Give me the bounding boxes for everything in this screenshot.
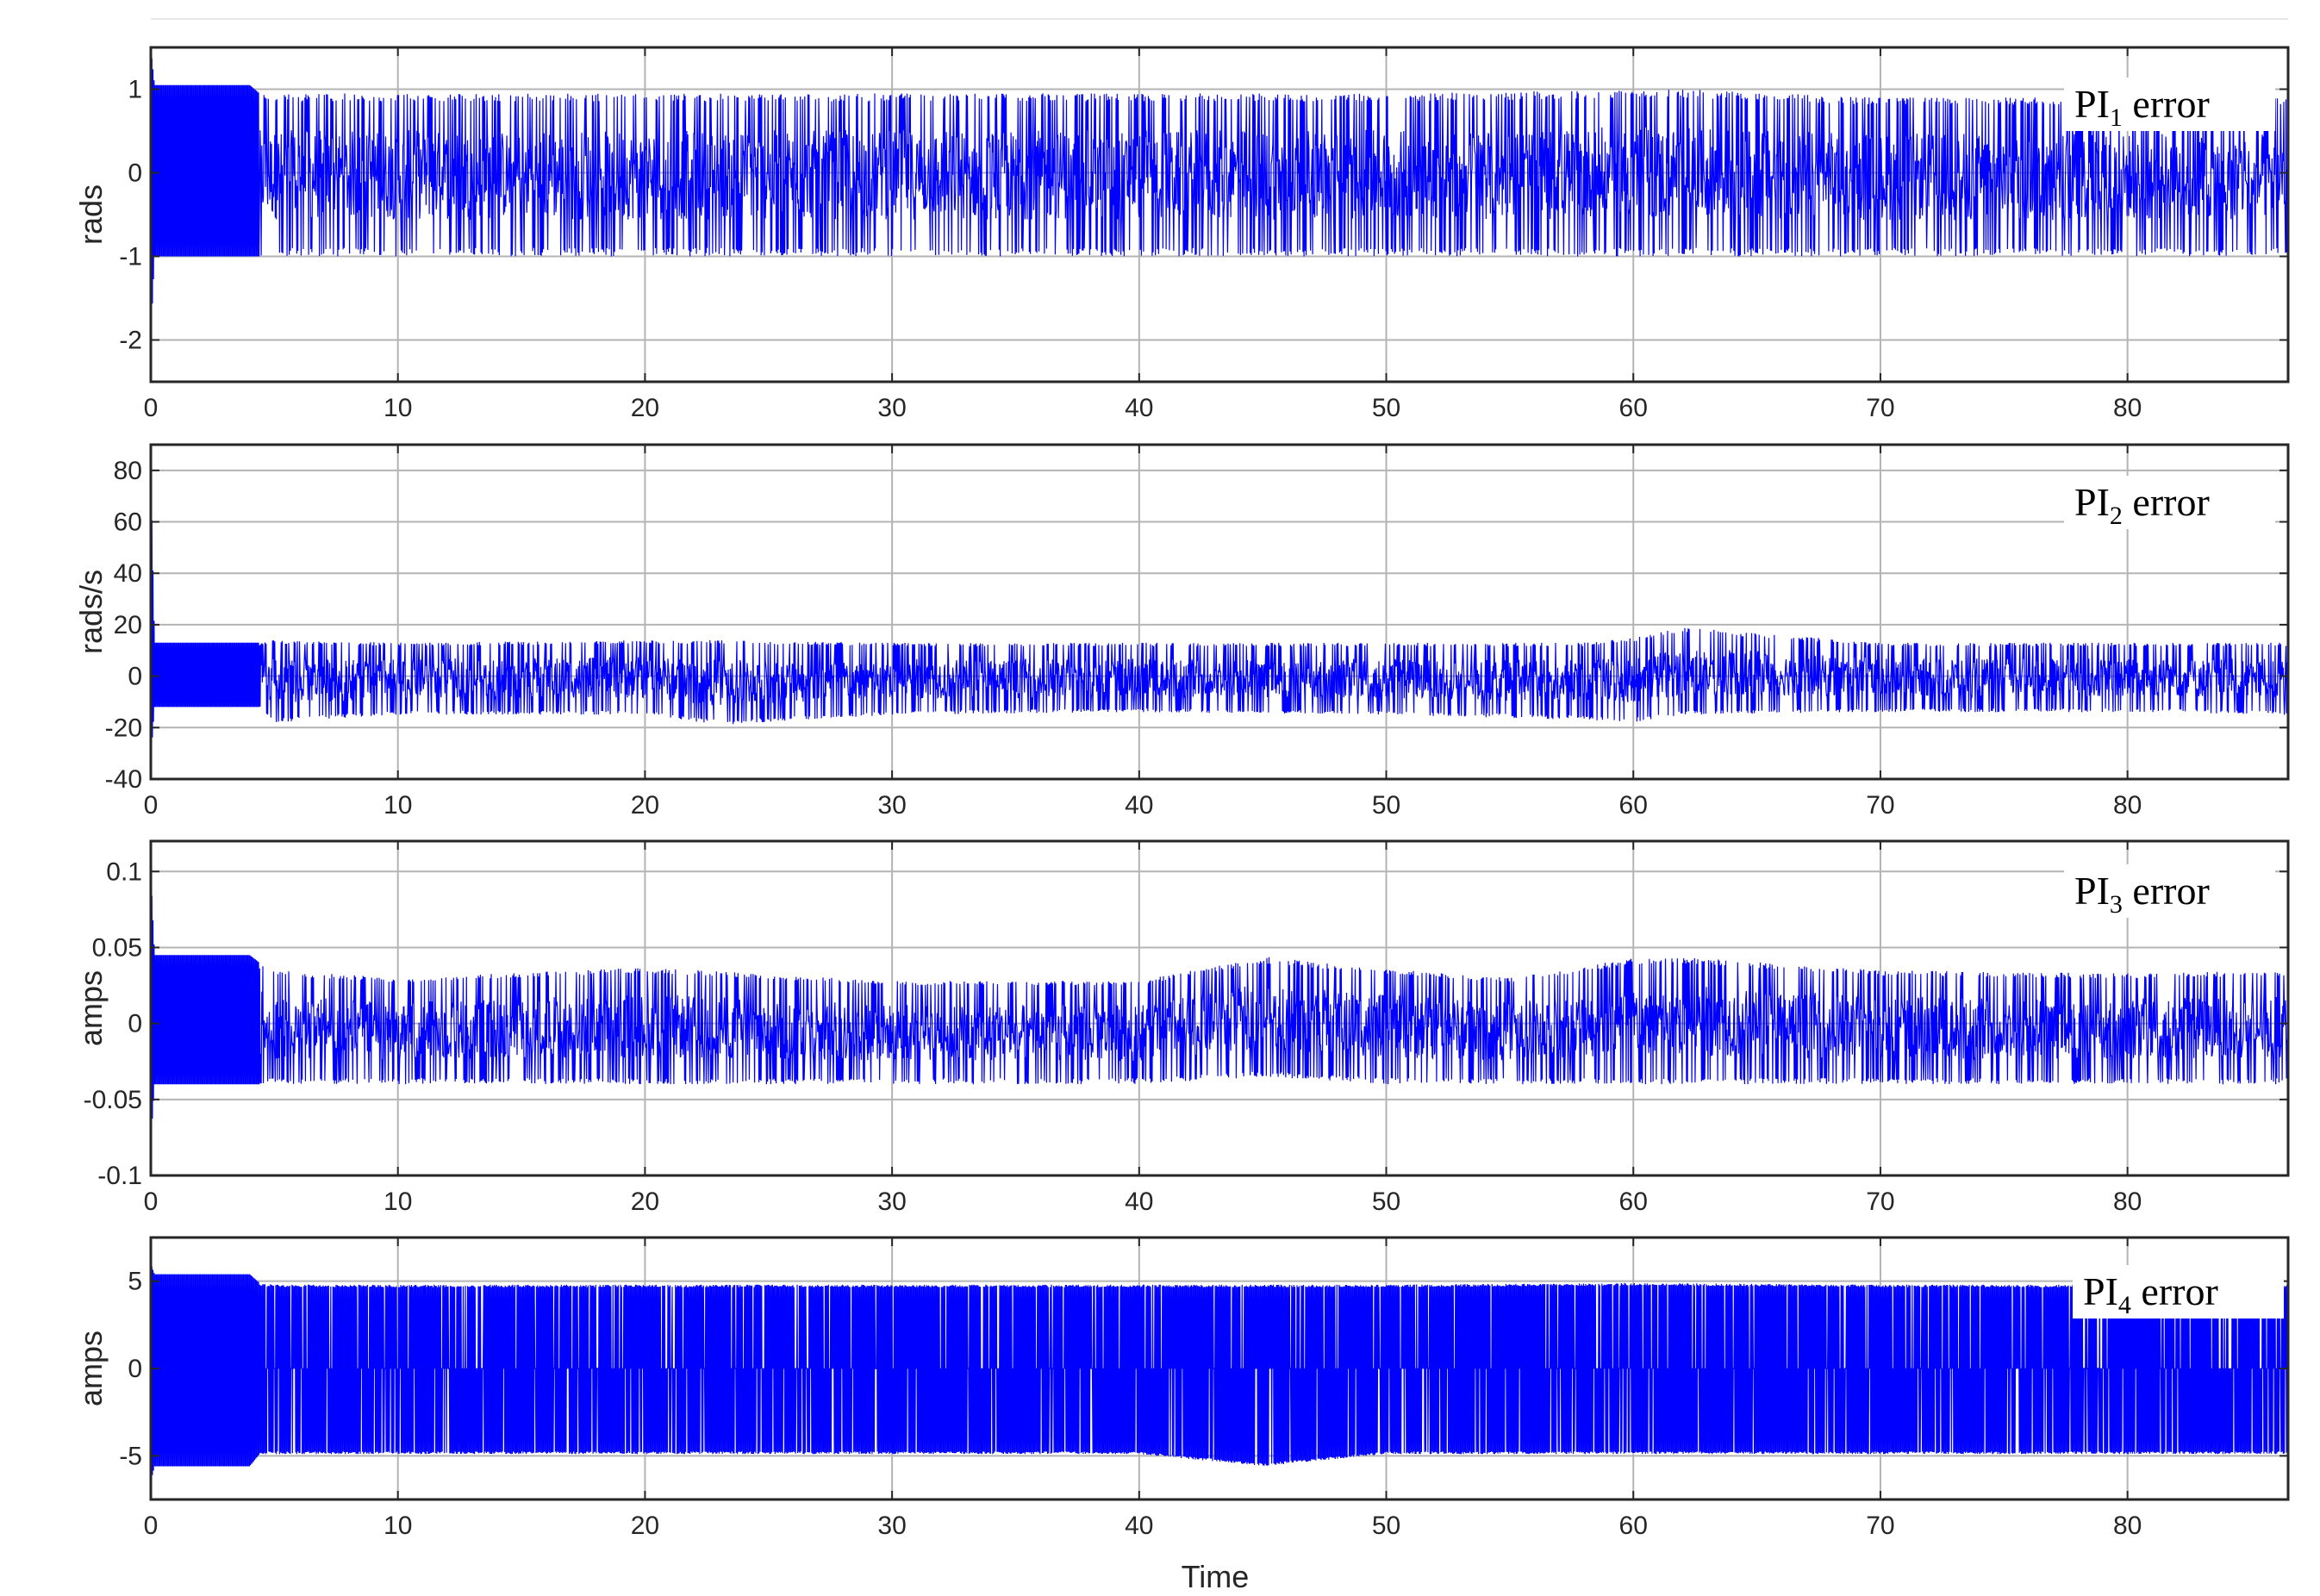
y-tick-label: -0.1: [97, 1162, 142, 1190]
error-signal-trace: [150, 1263, 2289, 1481]
x-tick-label: 30: [877, 1512, 906, 1540]
annotation-label: PI2 error: [2074, 480, 2210, 530]
x-tick-label: 10: [384, 791, 412, 820]
annotation-label: PI3 error: [2074, 869, 2210, 919]
x-tick-label: 10: [384, 1512, 412, 1540]
x-tick-label: 0: [144, 394, 159, 422]
x-tick-label: 30: [877, 791, 906, 820]
subplot-2: 0 10 20 30 40 50 60 70 80 80 60 40 20 0 -20 -40 rads/s PI…: [73, 443, 2290, 820]
axes-frame: [149, 443, 2290, 781]
y-axis-label: rads/s: [73, 570, 109, 654]
annotation-box: [2073, 1265, 2284, 1319]
x-tick-label: 70: [1866, 1512, 1894, 1540]
x-axis-label: Time: [1182, 1559, 1250, 1594]
x-tick-label: 50: [1372, 1188, 1400, 1216]
y-tick-label: 1: [128, 76, 142, 104]
y-tick-label: -1: [119, 243, 142, 271]
y-tick-label: 0: [128, 159, 142, 188]
x-tick-label: 50: [1372, 1512, 1400, 1540]
x-tick-label: 40: [1125, 791, 1153, 820]
y-tick-label: 0: [128, 663, 142, 691]
x-tick-label: 60: [1619, 791, 1648, 820]
y-tick-label: -2: [119, 327, 142, 355]
x-tick-label: 40: [1125, 1512, 1153, 1540]
y-tick-label: 0: [128, 1355, 142, 1383]
x-tick-label: 10: [384, 394, 412, 422]
x-tick-label: 20: [631, 791, 659, 820]
annotation-box: [2064, 476, 2275, 529]
annotation-box: [2064, 864, 2275, 918]
y-axis-label: amps: [73, 1331, 109, 1406]
x-tick-label: 80: [2113, 1188, 2142, 1216]
x-tick-label: 60: [1619, 394, 1648, 422]
y-tick-label: 0.05: [92, 933, 142, 962]
x-tick-label: 40: [1125, 1188, 1153, 1216]
x-tick-label: 10: [384, 1188, 412, 1216]
axes-frame: [149, 839, 2290, 1177]
y-tick-label: 60: [114, 508, 142, 537]
x-tick-label: 80: [2113, 1512, 2142, 1540]
x-tick-label: 70: [1866, 394, 1894, 422]
subplot-3: 0 10 20 30 40 50 60 70 80 0.1 0.05 0 -0.05 -0.1 amps PI…: [73, 839, 2290, 1216]
plot-area: [151, 841, 2288, 1175]
y-tick-label: 80: [114, 457, 142, 485]
y-tick-label: -5: [119, 1442, 142, 1470]
annotation-label: PI1 error: [2074, 82, 2210, 132]
annotation-label: PI4 error: [2083, 1269, 2218, 1319]
y-axis-label: amps: [73, 970, 109, 1046]
x-tick-label: 80: [2113, 791, 2142, 820]
x-tick-label: 50: [1372, 791, 1400, 820]
y-tick-label: 0: [128, 1010, 142, 1038]
x-tick-label: 0: [144, 791, 159, 820]
y-tick-label: -20: [105, 714, 142, 742]
y-tick-label: -40: [105, 765, 142, 794]
error-signal-trace: [150, 470, 2289, 754]
error-signal-trace: [150, 871, 2289, 1137]
y-tick-label: 20: [114, 611, 142, 639]
x-tick-label: 50: [1372, 394, 1400, 422]
x-tick-label: 40: [1125, 394, 1153, 422]
x-tick-label: 30: [877, 1188, 906, 1216]
x-tick-label: 20: [631, 1188, 659, 1216]
error-signal-trace: [150, 47, 2289, 328]
x-tick-label: 0: [144, 1188, 159, 1216]
x-tick-label: 20: [631, 1512, 659, 1540]
x-tick-label: 30: [877, 394, 906, 422]
x-tick-label: 60: [1619, 1512, 1648, 1540]
y-axis-label: rads: [73, 184, 109, 245]
x-tick-label: 70: [1866, 791, 1894, 820]
plot-area: [151, 445, 2288, 779]
x-tick-label: 20: [631, 394, 659, 422]
y-tick-label: 0.1: [106, 857, 142, 886]
axes-frame: [149, 46, 2290, 383]
y-tick-label: 5: [128, 1268, 142, 1296]
x-tick-label: 80: [2113, 394, 2142, 422]
y-tick-label: 40: [114, 559, 142, 588]
annotation-box: [2064, 78, 2275, 131]
y-tick-label: -0.05: [84, 1086, 142, 1114]
x-tick-label: 70: [1866, 1188, 1894, 1216]
x-tick-label: 60: [1619, 1188, 1648, 1216]
x-tick-label: 0: [144, 1512, 159, 1540]
